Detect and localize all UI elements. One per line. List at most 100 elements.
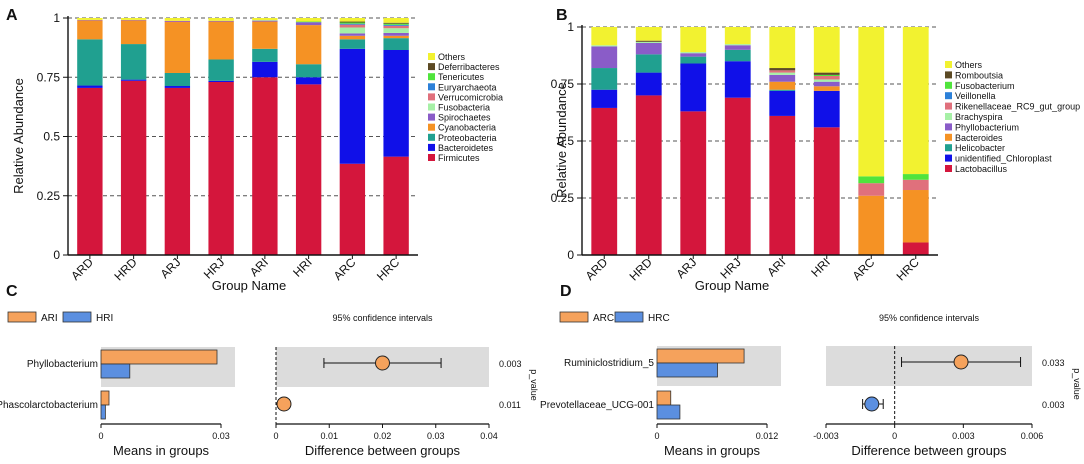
bar-segment-unidentified-chloroplast	[769, 90, 796, 116]
legend-swatch	[428, 83, 435, 91]
x-tick-label: 0.03	[212, 431, 230, 441]
p-value: 0.011	[499, 400, 521, 410]
bar-segment-verrucomicrobia	[164, 20, 191, 22]
bar-segment-euryarchaeota	[383, 24, 409, 26]
legend-label: Spirochaetes	[438, 113, 491, 123]
bar-segment-helicobacter	[635, 54, 662, 73]
x-tick-label: HRI	[808, 255, 833, 280]
legend-label: Proteobacteria	[438, 133, 497, 143]
bar-segment-helicobacter	[724, 49, 751, 62]
y-axis-label: Relative Abundance	[554, 82, 569, 198]
mean-bar-hri	[100, 363, 131, 379]
bar-segment-helicobacter	[591, 68, 618, 90]
mean-bar-arc	[656, 390, 672, 406]
bar-segment-others	[813, 27, 840, 73]
bar-segment-bacteroides	[902, 190, 929, 243]
x-axis-label: Means in groups	[113, 443, 210, 458]
bar-segment-unidentified-chloroplast	[680, 63, 707, 112]
x-tick-label: ARI	[247, 255, 271, 279]
legend-label: ARI	[41, 313, 58, 324]
legend-label: Lactobacillus	[955, 164, 1008, 174]
mean-bar-arc	[656, 348, 745, 364]
x-tick-label: 0	[892, 431, 897, 441]
legend-label: Euryarchaeota	[438, 82, 497, 92]
difference-point	[953, 354, 969, 370]
bar-segment-bacteroidetes	[295, 77, 322, 85]
x-tick-label: HRC	[374, 255, 403, 284]
x-tick-label: HRD	[627, 255, 656, 284]
bar-segment-spirochaetes	[208, 20, 234, 22]
legend-label: Bacteroides	[955, 133, 1003, 143]
bar-segment-bacteroidetes	[77, 85, 103, 88]
x-tick-label: 0	[98, 431, 103, 441]
legend-label: Others	[955, 60, 983, 70]
x-axis-label: Group Name	[695, 278, 769, 293]
bar-segment-lactobacillus	[724, 97, 751, 256]
panel-label-d: D	[560, 283, 572, 300]
bar-segment-others	[902, 27, 929, 175]
y-tick-label: 0.5	[557, 134, 574, 148]
legend-label: Brachyspira	[955, 112, 1003, 122]
bar-segment-verrucomicrobia	[383, 25, 409, 29]
mean-bar-ari	[100, 349, 218, 365]
x-tick-label: 0.03	[427, 431, 445, 441]
bar-segment-others	[164, 18, 191, 21]
x-tick-label: HRC	[894, 255, 923, 284]
bar-segment-firmicutes	[208, 81, 234, 256]
bar-segment-lactobacillus	[635, 95, 662, 256]
x-tick-label: -0.003	[813, 431, 839, 441]
bar-segment-unidentified-chloroplast	[635, 72, 662, 96]
legend-swatch	[428, 103, 435, 111]
x-tick-label: 0.003	[952, 431, 975, 441]
legend-label: Others	[438, 52, 466, 62]
legend: OthersDeferribacteresTenericutesEuryarch…	[428, 52, 503, 163]
x-tick-label: HRI	[290, 255, 315, 280]
bar-segment-bacteroidetes	[208, 80, 234, 82]
bar-segment-firmicutes	[252, 77, 278, 255]
bar-segment-firmicutes	[164, 87, 191, 255]
category-label: Phascolarctobacterium	[0, 400, 98, 411]
y-tick-label: 0.25	[37, 189, 61, 203]
bar-segment-proteobacteria	[339, 39, 366, 49]
bar-segment-bacteroidetes	[164, 86, 191, 88]
y-tick-label: 0.5	[43, 130, 60, 144]
bar-segment-deferribacteres	[339, 21, 366, 23]
x-axis-label: Difference between groups	[305, 443, 461, 458]
bar-segment-bacteroides	[858, 195, 885, 255]
bar-segment-cyanobacteria	[208, 21, 234, 60]
bar-segment-rikenellaceae-rc9-gut-group	[769, 70, 796, 73]
legend-swatch	[945, 133, 952, 141]
bar-segment-rikenellaceae-rc9-gut-group	[813, 76, 840, 80]
category-label: Prevotellaceae_UCG-001	[540, 400, 654, 411]
bar-segment-others	[680, 27, 707, 53]
y-tick-label: 0.75	[551, 77, 575, 91]
x-axis-label: Means in groups	[664, 443, 761, 458]
p-value-axis-label: p_value	[529, 369, 539, 401]
bar-segment-euryarchaeota	[339, 23, 366, 25]
bar-segment-cyanobacteria	[164, 22, 191, 73]
legend-swatch	[428, 63, 435, 71]
bar-segment-lactobacillus	[680, 111, 707, 255]
legend-swatch	[945, 154, 952, 162]
x-tick-label: 0.01	[320, 431, 338, 441]
bar-segment-others	[295, 18, 322, 22]
bar-segment-brachyspira	[680, 52, 707, 54]
bar-segment-verrucomicrobia	[339, 24, 366, 28]
bar-segment-others	[252, 18, 278, 21]
bar-segment-fusobacterium	[902, 174, 929, 180]
bar-segment-phyllobacterium	[680, 53, 707, 57]
grid-lines	[68, 17, 418, 197]
bar-segment-phyllobacterium	[635, 42, 662, 55]
bar-segment-romboutsia	[813, 72, 840, 75]
legend-swatch	[945, 113, 952, 120]
legend-swatch	[614, 311, 644, 323]
bar-segment-bacteroidetes	[252, 61, 278, 78]
legend-swatch	[945, 102, 952, 110]
bar-segment-romboutsia	[635, 40, 662, 42]
bar-segment-cyanobacteria	[383, 35, 409, 39]
legend-label: Veillonella	[955, 91, 996, 101]
bar-segment-proteobacteria	[164, 72, 191, 87]
legend-label: Fusobacteria	[438, 103, 490, 113]
